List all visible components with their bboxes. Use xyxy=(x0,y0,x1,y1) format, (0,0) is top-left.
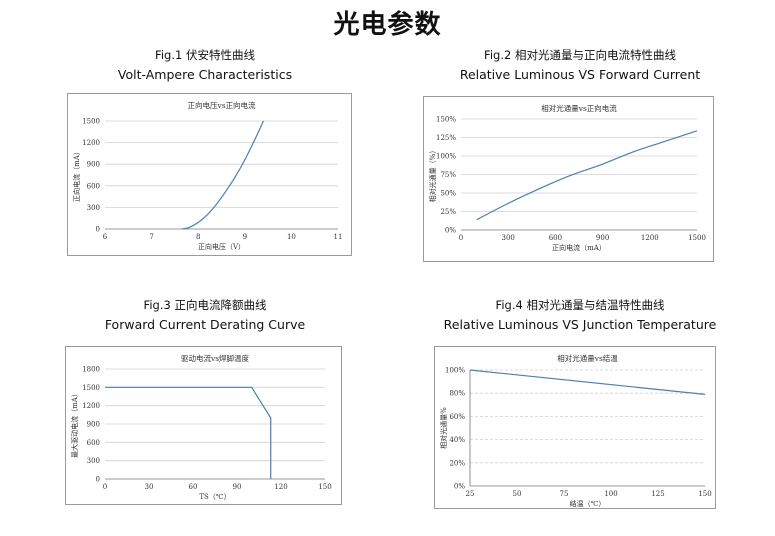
y-tick-label: 0 xyxy=(96,476,100,484)
x-tick-label: 7 xyxy=(149,233,153,241)
x-tick-label: 1500 xyxy=(688,234,706,242)
x-tick-label: 30 xyxy=(145,483,154,491)
x-tick-label: 150 xyxy=(318,483,331,491)
chart-svg: 相对光通量vs结温 0% 20% 40% 60% 80% 100% 25 50 75 100 125 1… xyxy=(439,353,712,508)
x-axis-label: 正向电压（V） xyxy=(198,242,245,251)
fig3-caption: Fig.3 正向电流降额曲线 xyxy=(143,298,267,312)
y-tick-label: 900 xyxy=(87,421,100,429)
y-tick-label: 0% xyxy=(454,483,465,491)
y-tick-label: 125% xyxy=(436,134,456,142)
x-axis-label: 正向电流（mA） xyxy=(552,243,606,252)
y-tick-label: 300 xyxy=(87,204,100,212)
x-tick-label: 11 xyxy=(334,233,343,241)
chart-svg: 相对光通量vs正向电流 0% 25% 50% 75% 100% 125% 150% 0 300 60… xyxy=(428,103,706,252)
x-tick-label: 600 xyxy=(549,234,562,242)
x-tick-label: 10 xyxy=(287,233,296,241)
y-tick-label: 150% xyxy=(436,116,456,124)
x-tick-label: 100 xyxy=(604,490,617,498)
x-tick-label: 50 xyxy=(513,490,522,498)
y-tick-label: 900 xyxy=(87,161,100,169)
x-tick-label: 8 xyxy=(196,233,200,241)
x-tick-label: 0 xyxy=(103,483,107,491)
chart-svg: 驱动电流vs焊脚温度 0 300 600 900 1200 1500 1800 0 30 60 90 1… xyxy=(70,353,332,501)
y-tick-label: 100% xyxy=(436,153,456,161)
x-tick-label: 150 xyxy=(698,490,711,498)
fig3-subtitle: Forward Current Derating Curve xyxy=(104,317,306,332)
chart-relative-luminous-temperature: 相对光通量vs结温 0% 20% 40% 60% 80% 100% 25 50 75 100 125 1… xyxy=(434,346,716,509)
x-tick-label: 25 xyxy=(466,490,475,498)
y-axis-label: 相对光通量（%） xyxy=(428,147,437,203)
series-line xyxy=(469,369,706,395)
x-tick-label: 9 xyxy=(243,233,247,241)
x-tick-label: 0 xyxy=(459,234,463,242)
x-tick-label: 300 xyxy=(502,234,515,242)
y-tick-label: 20% xyxy=(449,459,465,467)
fig2-subtitle: Relative Luminous VS Forward Current xyxy=(459,67,701,82)
fig1-caption: Fig.1 伏安特性曲线 xyxy=(155,48,255,62)
chart-title: 相对光通量vs结温 xyxy=(557,353,618,363)
series-line xyxy=(105,386,272,479)
chart-svg: 正向电压vs正向电流 0 300 600 900 1200 1500 6 7 8 9 10 11 正向电压… xyxy=(72,100,343,251)
fig2-caption: Fig.2 相对光通量与正向电流特性曲线 xyxy=(484,48,676,62)
fig4-subtitle: Relative Luminous VS Junction Temperatur… xyxy=(443,317,717,332)
chart-relative-luminous-current: 相对光通量vs正向电流 0% 25% 50% 75% 100% 125% 150% 0 300 60… xyxy=(423,96,714,262)
series-line xyxy=(181,120,264,230)
y-tick-label: 0% xyxy=(445,227,456,235)
y-tick-label: 1800 xyxy=(82,366,100,374)
y-axis-label: 最大驱动电流（mA） xyxy=(70,390,79,458)
fig4-caption: Fig.4 相对光通量与结温特性曲线 xyxy=(495,298,665,312)
y-axis-label: 正向电流（mA） xyxy=(72,148,81,202)
y-tick-label: 40% xyxy=(449,436,465,444)
page-title: 光电参数 xyxy=(333,10,442,40)
x-tick-label: 90 xyxy=(233,483,242,491)
y-axis-label: 相对光通量% xyxy=(439,407,448,449)
x-tick-label: 75 xyxy=(560,490,569,498)
y-tick-label: 80% xyxy=(449,390,465,398)
x-tick-label: 900 xyxy=(596,234,609,242)
x-tick-label: 125 xyxy=(651,490,664,498)
y-tick-label: 1200 xyxy=(82,139,100,147)
y-tick-label: 600 xyxy=(87,182,100,190)
chart-volt-ampere: 正向电压vs正向电流 0 300 600 900 1200 1500 6 7 8 9 10 11 正向电压… xyxy=(67,93,352,256)
x-tick-label: 1200 xyxy=(641,234,659,242)
x-tick-label: 60 xyxy=(189,483,198,491)
y-tick-label: 60% xyxy=(449,413,465,421)
x-axis-label: TS（℃） xyxy=(199,493,230,501)
fig1-subtitle: Volt-Ampere Characteristics xyxy=(117,67,293,82)
y-tick-label: 25% xyxy=(440,208,456,216)
y-tick-label: 1200 xyxy=(82,402,100,410)
series-line xyxy=(476,130,698,221)
y-tick-label: 600 xyxy=(87,439,100,447)
chart-title: 正向电压vs正向电流 xyxy=(187,100,256,110)
y-tick-label: 100% xyxy=(445,367,465,375)
y-tick-label: 75% xyxy=(440,171,456,179)
chart-title: 驱动电流vs焊脚温度 xyxy=(181,353,250,363)
x-axis-label: 结温（℃） xyxy=(570,499,606,508)
y-tick-label: 50% xyxy=(440,190,456,198)
x-tick-label: 120 xyxy=(274,483,287,491)
y-tick-label: 1500 xyxy=(82,118,100,126)
chart-title: 相对光通量vs正向电流 xyxy=(541,103,617,113)
y-tick-label: 1500 xyxy=(82,384,100,392)
chart-current-derating: 驱动电流vs焊脚温度 0 300 600 900 1200 1500 1800 0 30 60 90 1… xyxy=(65,346,342,505)
x-tick-label: 6 xyxy=(103,233,108,241)
y-tick-label: 0 xyxy=(96,226,100,234)
y-tick-label: 300 xyxy=(87,457,100,465)
